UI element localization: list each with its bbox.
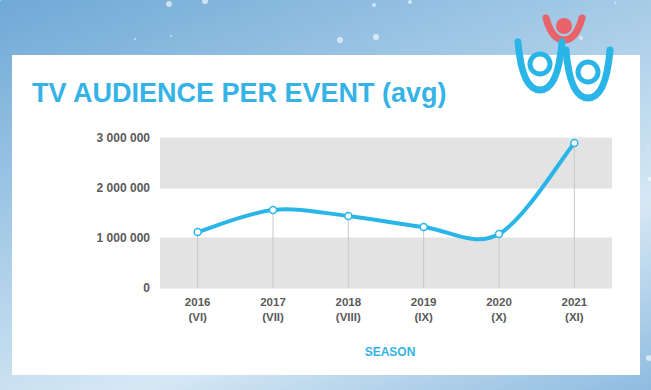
x-tick-label-line: (X) — [491, 311, 507, 323]
x-tick-label-line: 2021 — [562, 296, 588, 308]
snowflake — [373, 34, 379, 40]
x-tick-label-line: (XI) — [565, 311, 584, 323]
y-tick-label: 1 000 000 — [97, 231, 151, 245]
chart: TV AUDIENCE PER EVENT (avg) 0 1 000 000 2 0… — [0, 0, 651, 390]
x-tick-label: 2020 (X) — [486, 296, 512, 323]
x-tick-label: 2021 (XI) — [562, 296, 588, 323]
point — [571, 140, 578, 147]
snowflake — [579, 36, 583, 40]
x-tick-label-line: 2020 — [486, 296, 512, 308]
point — [194, 229, 201, 236]
drop-line — [574, 143, 575, 288]
grid-band — [160, 238, 612, 288]
x-tick-label: 2019 (IX) — [411, 296, 437, 323]
x-tick-label-line: 2016 — [185, 296, 211, 308]
snowflake — [408, 0, 412, 4]
snowflake — [646, 355, 651, 361]
point — [496, 231, 503, 238]
title: TV AUDIENCE PER EVENT (avg) — [32, 78, 447, 108]
icon-arms — [566, 50, 610, 98]
snowflake — [202, 0, 208, 4]
x-tick-label-line: 2017 — [260, 296, 286, 308]
snowflake — [614, 2, 616, 4]
snowflake — [648, 177, 651, 181]
y-tick-label: 0 — [143, 281, 150, 295]
x-tick-label-line: (IX) — [414, 311, 433, 323]
x-axis-label: SEASON — [365, 345, 416, 359]
drop-line — [423, 227, 424, 288]
grid-line — [160, 238, 612, 239]
icon — [518, 18, 610, 98]
point — [270, 207, 277, 214]
x-tick-label-line: (VII) — [262, 311, 284, 323]
snowflake — [134, 38, 136, 40]
point — [345, 213, 352, 220]
drop-line — [348, 216, 349, 288]
panel — [12, 55, 640, 375]
snowflake — [0, 0, 1, 1]
drop-line — [197, 232, 198, 288]
icon-arms — [546, 18, 582, 40]
grid — [160, 138, 612, 288]
x-tick-label: 2018 (VIII) — [336, 296, 362, 323]
grid-band — [160, 138, 612, 188]
x-tick-label-line: 2018 — [336, 296, 362, 308]
point — [420, 224, 427, 231]
snowflake — [166, 1, 172, 7]
drop-line — [273, 210, 274, 288]
series — [194, 140, 578, 289]
x-tick-label-line: (VIII) — [336, 311, 361, 323]
x-tick-label-line: 2019 — [411, 296, 437, 308]
line — [198, 143, 575, 239]
y-tick-label: 2 000 000 — [97, 181, 151, 195]
snowflake — [170, 35, 172, 37]
snowflake — [647, 146, 649, 148]
icon-head — [578, 62, 598, 82]
grid-line — [160, 138, 612, 139]
y-tick-label: 3 000 000 — [97, 131, 151, 145]
icon-head — [556, 18, 572, 34]
icon-arms — [518, 42, 562, 90]
icon-head — [530, 54, 550, 74]
drop-line — [499, 234, 500, 288]
snowflake — [372, 3, 376, 7]
x-tick-label: 2016 (VI) — [185, 296, 211, 323]
x-tick-label: 2017 (VII) — [260, 296, 286, 323]
x-tick-label-line: (VI) — [188, 311, 207, 323]
grid-line — [160, 288, 612, 289]
snowflake — [337, 37, 343, 43]
